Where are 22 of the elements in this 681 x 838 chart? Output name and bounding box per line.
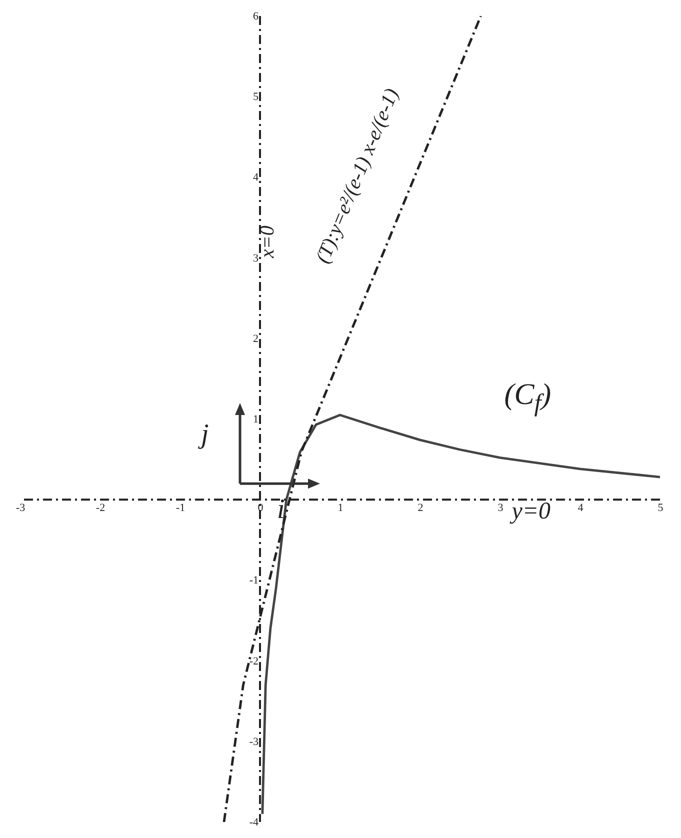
ref-line-label: x=0 — [256, 225, 280, 258]
y-tick-label: 6 — [253, 10, 259, 22]
x-tick-label: 5 — [658, 502, 664, 514]
x-tick-label: 2 — [418, 502, 424, 514]
y-tick-label: 1 — [253, 414, 258, 426]
x-tick-label: 4 — [578, 502, 584, 514]
y-tick-label: 3 — [253, 252, 259, 264]
annotation: i⃗ — [277, 494, 307, 526]
y-tick-label: -3 — [249, 736, 259, 748]
x-tick-label: -3 — [16, 502, 26, 514]
y-tick-label: 5 — [253, 91, 259, 104]
y-tick-label: -2 — [249, 655, 258, 668]
x-tick-label: -1 — [176, 502, 186, 514]
y-tick-label: -1 — [249, 574, 258, 587]
x-tick-label: 3 — [498, 502, 504, 514]
y-tick-label: 2 — [253, 332, 258, 345]
series-label: (C$_{f}$) — [504, 378, 552, 418]
y-tick-label: -4 — [249, 816, 259, 828]
y-tick-label: 4 — [253, 172, 259, 184]
x-tick-label: -2 — [96, 502, 106, 514]
ref-line-label: y=0 — [512, 498, 551, 526]
x-tick-label: 1 — [338, 502, 344, 514]
